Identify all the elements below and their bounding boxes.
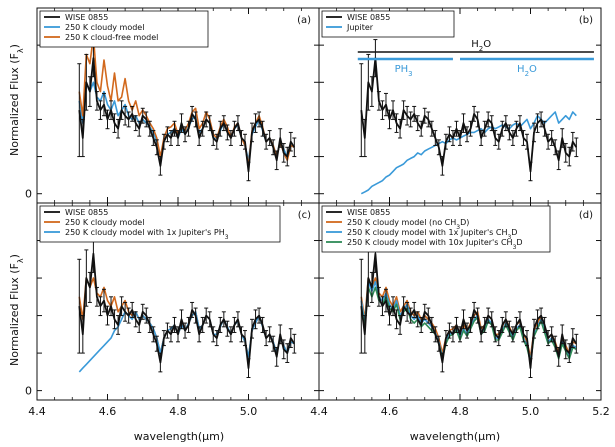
x-tick-label: 4.6 <box>99 405 117 418</box>
legend-entry: 250 K cloudy model <box>65 218 144 227</box>
plot-area <box>359 39 579 195</box>
model-line <box>360 111 577 195</box>
plot-area <box>77 35 297 182</box>
h2o-band-label: H2O <box>471 39 491 53</box>
model-line <box>78 310 295 373</box>
legend-entry: WISE 0855 <box>347 13 390 22</box>
legend-entry: 250 K cloudy model <box>65 23 144 32</box>
legend-box <box>321 205 551 253</box>
legend-box <box>39 10 209 48</box>
panel-tag: (a) <box>297 15 311 26</box>
x-tick-label: 5.0 <box>522 405 540 418</box>
x-tick-label: 4.4 <box>310 405 328 418</box>
legend-entry: 250 K cloud-free model <box>65 33 158 42</box>
legend-entry: Jupiter <box>346 23 374 32</box>
legend-box <box>321 10 455 38</box>
legend-entry: WISE 0855 <box>65 13 108 22</box>
y-axis-label-top: Normalized Flux (Fλ) <box>8 44 25 156</box>
legend-box <box>39 205 281 243</box>
wise-0855-line <box>78 252 296 370</box>
x-tick-label: 4.4 <box>28 405 46 418</box>
panel-tag: (c) <box>298 210 311 221</box>
x-axis-label-right: wavelength(μm) <box>410 430 500 443</box>
x-tick-label: 4.8 <box>169 405 187 418</box>
y-axis-label-bottom: Normalized Flux (Fλ) <box>8 254 25 366</box>
plot-area <box>77 234 297 378</box>
x-tick-label: 4.8 <box>451 405 469 418</box>
x-tick-label: 5.0 <box>240 405 258 418</box>
y-tick-label: 0 <box>25 385 32 398</box>
y-tick-label: 0 <box>25 188 32 201</box>
wise-0855-line <box>360 57 578 173</box>
x-axis-label-left: wavelength(μm) <box>134 430 224 443</box>
model-line <box>360 280 577 362</box>
panel-tag: (d) <box>579 210 593 221</box>
legend-entry: WISE 0855 <box>347 208 390 217</box>
ph3-band-label: PH3 <box>395 64 413 78</box>
h2o-jupiter-band-label: H2O <box>517 64 537 78</box>
x-tick-label: 4.6 <box>381 405 399 418</box>
wise-0855-line <box>360 252 578 370</box>
x-tick-label: 5.2 <box>592 405 610 418</box>
panel-tag: (b) <box>579 15 593 26</box>
legend-entry: WISE 0855 <box>65 208 108 217</box>
wise-0855-line <box>78 57 296 173</box>
band-annotations: H2O PH3 H2O <box>357 39 594 78</box>
plot-area <box>359 234 579 378</box>
